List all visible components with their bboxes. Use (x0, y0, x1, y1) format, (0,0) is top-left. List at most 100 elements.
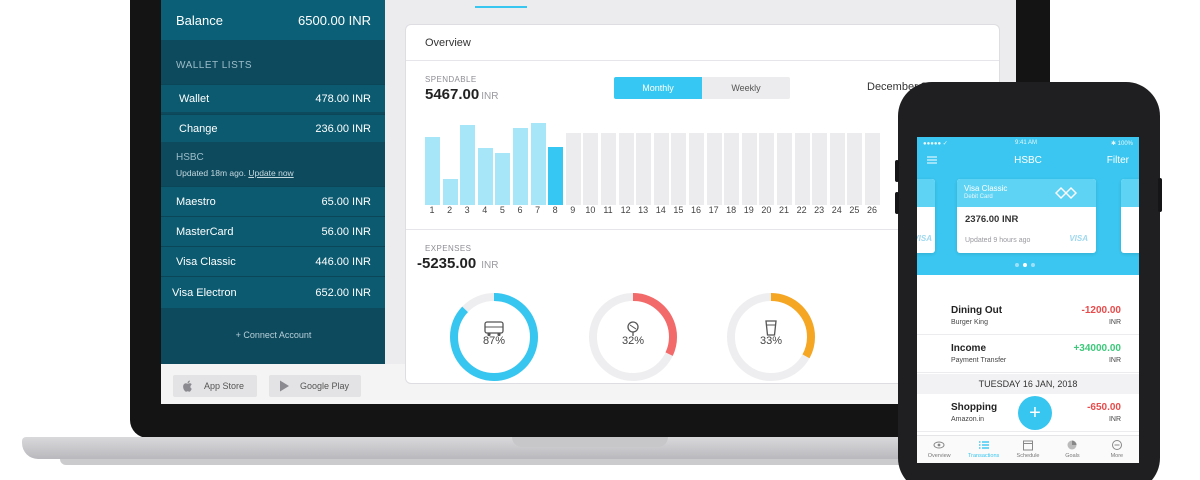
tab-goals[interactable]: Goals (1050, 436, 1094, 463)
sidebar-item-label: MasterCard (176, 225, 234, 238)
sidebar-item-visa-electron[interactable]: Visa Electron 652.00 INR (161, 276, 385, 308)
card-header (957, 179, 1096, 207)
sidebar-item-wallet[interactable]: Wallet 478.00 INR (161, 84, 385, 112)
bar-day-22[interactable] (794, 133, 810, 205)
tick-label: 22 (796, 205, 807, 215)
connect-account-button[interactable]: + Connect Account (161, 320, 385, 350)
carousel-dot-active[interactable] (1023, 263, 1027, 267)
connect-account-label: + Connect Account (235, 330, 312, 340)
tab-transactions[interactable]: Transactions (961, 436, 1005, 463)
donut-percent: 33% (759, 335, 783, 347)
tab-more[interactable]: More (1095, 436, 1139, 463)
phone-power-button (1158, 178, 1162, 212)
tab-label: Transactions (967, 453, 1000, 459)
tick-label: 23 (814, 205, 825, 215)
bar-day-26[interactable] (865, 133, 880, 205)
tick-label: 7 (535, 205, 541, 215)
divider (406, 229, 999, 230)
desktop-app: Balance 6500.00 INR WALLET LISTS Wallet … (161, 0, 1016, 404)
carousel-dot[interactable] (1015, 263, 1019, 267)
toggle-weekly[interactable]: Weekly (702, 77, 790, 99)
add-transaction-button[interactable]: + (1018, 396, 1052, 430)
card-visa-classic[interactable]: Visa Classic Debit Card 2376.00 INR Upda… (957, 179, 1096, 253)
laptop-base (22, 437, 1142, 459)
bar-day-10[interactable] (583, 133, 599, 205)
tab-label: More (1110, 453, 1124, 459)
transaction-row[interactable]: Dining Out Burger King -1200.00 INR (917, 297, 1139, 335)
sidebar-item-mastercard[interactable]: MasterCard 56.00 INR (161, 216, 385, 246)
menu-icon[interactable] (927, 155, 937, 168)
bar-day-13[interactable] (636, 133, 652, 205)
tick-label: 15 (673, 205, 684, 215)
filter-button[interactable]: Filter (1106, 155, 1129, 166)
tick-label: 13 (638, 205, 649, 215)
bar-day-20[interactable] (759, 133, 775, 205)
bar-day-1[interactable] (425, 137, 440, 205)
play-icon (280, 380, 289, 392)
bar-day-14[interactable] (653, 133, 669, 205)
bar-day-11[interactable] (601, 133, 616, 205)
sidebar-item-label: Visa Electron (172, 286, 237, 299)
bar-day-2[interactable] (442, 179, 458, 205)
tick-label: 2 (447, 205, 453, 215)
sidebar-item-value: 478.00 INR (315, 92, 371, 105)
sidebar-item-visa-classic[interactable]: Visa Classic 446.00 INR (161, 246, 385, 276)
food-donut[interactable] (585, 289, 681, 385)
app-store-button[interactable]: App Store (173, 375, 257, 397)
transaction-name: Income (951, 343, 987, 354)
spending-bar-chart (425, 103, 905, 205)
bar-day-12[interactable] (618, 133, 634, 205)
card-next[interactable] (1121, 179, 1139, 253)
bar-day-19[interactable] (741, 133, 757, 205)
bar-day-24[interactable] (829, 133, 845, 205)
bar-day-17[interactable] (706, 133, 722, 205)
spendable-amount: 5467.00 INR (425, 86, 498, 103)
bar-day-6[interactable] (513, 128, 528, 205)
tick-label: 12 (620, 205, 631, 215)
period-toggle: Monthly Weekly (614, 77, 790, 99)
carousel-dot[interactable] (1031, 263, 1035, 267)
tick-label: 20 (761, 205, 772, 215)
phone-volume-button (895, 192, 899, 214)
expenses-amount: -5235.00 INR (417, 255, 498, 272)
transaction-row[interactable]: Income Payment Transfer +34000.00 INR (917, 335, 1139, 373)
bar-day-25[interactable] (847, 133, 863, 205)
date-separator: TUESDAY 16 JAN, 2018 (917, 374, 1139, 394)
sidebar-item-maestro[interactable]: Maestro 65.00 INR (161, 186, 385, 216)
google-play-button[interactable]: Google Play (269, 375, 361, 397)
expenses-currency: INR (481, 260, 499, 271)
carousel-dots (1015, 263, 1035, 267)
sidebar-item-value: 65.00 INR (321, 195, 371, 208)
balance-row[interactable]: Balance 6500.00 INR (161, 0, 385, 40)
tab-schedule[interactable]: Schedule (1006, 436, 1050, 463)
bar-day-9[interactable] (565, 133, 581, 205)
bar-day-4[interactable] (477, 148, 493, 205)
tick-label: 6 (517, 205, 523, 215)
transport-donut[interactable] (446, 289, 542, 385)
bar-day-3[interactable] (460, 125, 476, 205)
update-now-link[interactable]: Update now (248, 168, 294, 178)
bar-day-8[interactable] (548, 147, 564, 205)
transaction-merchant: Amazon.in (951, 416, 985, 423)
card-type: Debit Card (964, 194, 993, 200)
bar-day-23[interactable] (812, 133, 828, 205)
tick-label: 14 (655, 205, 666, 215)
drink-donut[interactable] (723, 289, 819, 385)
sidebar-item-label: Change (179, 122, 218, 135)
transaction-name: Dining Out (951, 305, 1003, 316)
bar-day-5[interactable] (495, 153, 511, 205)
sidebar-item-change[interactable]: Change 236.00 INR (161, 114, 385, 142)
tick-label: 16 (690, 205, 701, 215)
bar-day-15[interactable] (671, 133, 687, 205)
bar-day-7[interactable] (530, 123, 546, 205)
toggle-monthly[interactable]: Monthly (614, 77, 702, 99)
tab-overview[interactable]: Overview (917, 436, 961, 463)
phone-volume-button (895, 160, 899, 182)
bar-day-16[interactable] (689, 133, 704, 205)
card-name: Visa Classic (964, 184, 1008, 193)
card-prev[interactable]: VISA (917, 179, 935, 253)
bar-day-18[interactable] (724, 133, 740, 205)
spendable-label: SPENDABLE (425, 75, 477, 84)
transaction-name: Shopping (951, 402, 998, 413)
bar-day-21[interactable] (777, 133, 792, 205)
